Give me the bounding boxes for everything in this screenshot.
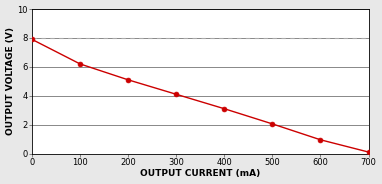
- X-axis label: OUTPUT CURRENT (mA): OUTPUT CURRENT (mA): [140, 169, 261, 178]
- Y-axis label: OUTPUT VOLTAGE (V): OUTPUT VOLTAGE (V): [6, 27, 15, 135]
